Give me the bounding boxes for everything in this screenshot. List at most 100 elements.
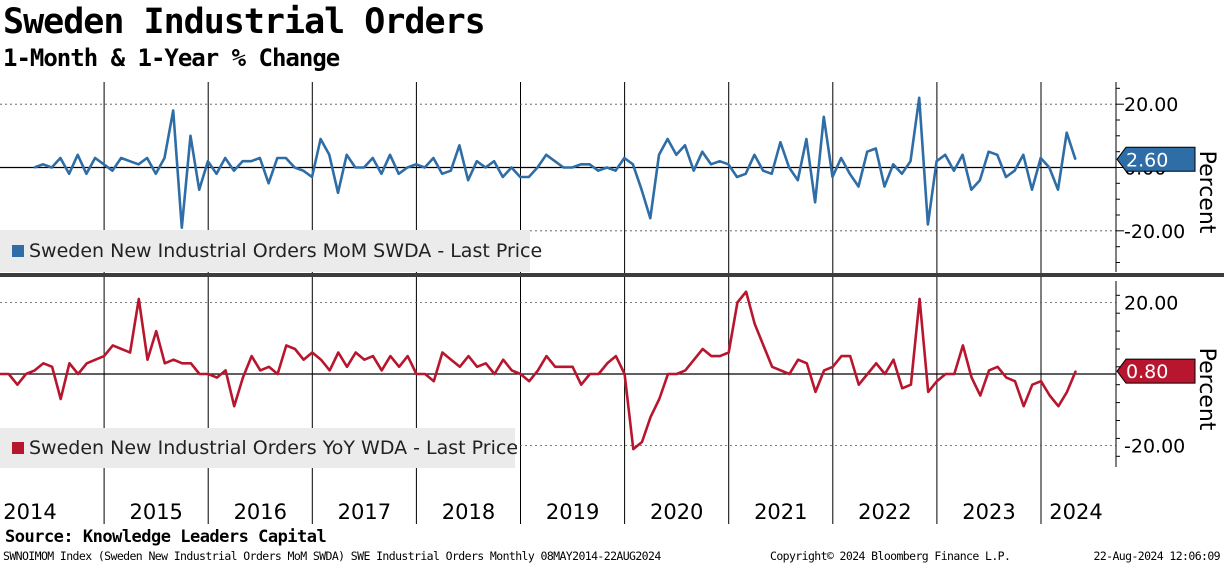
- data-point: [311, 351, 314, 354]
- data-point: [510, 166, 513, 169]
- data-point: [1039, 157, 1042, 159]
- data-point: [155, 173, 157, 175]
- data-point: [832, 366, 834, 368]
- data-point: [389, 154, 391, 156]
- data-point: [337, 351, 340, 354]
- data-point: [493, 373, 496, 375]
- x-tick-label-2015: 2015: [129, 500, 182, 524]
- data-point: [50, 166, 53, 169]
- data-point: [172, 109, 174, 112]
- data-point: [797, 179, 799, 181]
- data-point: [502, 358, 505, 361]
- data-point: [380, 369, 383, 372]
- data-point: [163, 157, 166, 159]
- data-point: [363, 166, 365, 169]
- data-point: [59, 157, 62, 159]
- data-point: [953, 373, 956, 375]
- legend-label: Sweden New Industrial Orders YoY WDA - L…: [29, 437, 518, 459]
- data-point: [658, 398, 661, 400]
- data-point: [42, 362, 45, 365]
- data-point: [875, 147, 877, 150]
- data-point: [823, 116, 825, 118]
- data-point: [797, 358, 799, 361]
- data-point: [77, 373, 79, 375]
- data-point: [744, 173, 747, 175]
- data-point: [172, 358, 175, 361]
- data-point: [1057, 188, 1059, 191]
- data-point: [467, 179, 469, 181]
- y-tick-label: 20.00: [1124, 293, 1178, 315]
- data-point: [458, 144, 461, 147]
- data-point: [857, 185, 860, 188]
- data-point: [190, 362, 192, 365]
- x-tick-label-2016: 2016: [234, 500, 287, 524]
- data-point: [684, 144, 686, 147]
- data-point: [319, 138, 322, 140]
- footer-timestamp: 22-Aug-2024 12:06:09: [1093, 549, 1221, 563]
- data-point: [267, 182, 270, 185]
- data-point: [1013, 169, 1016, 172]
- data-point: [623, 373, 626, 375]
- data-point: [892, 358, 895, 361]
- data-point: [129, 160, 131, 162]
- data-point: [927, 391, 929, 393]
- data-point: [1065, 131, 1068, 134]
- data-point: [233, 169, 235, 172]
- data-point: [718, 160, 721, 162]
- data-point: [1074, 158, 1077, 161]
- data-point: [519, 373, 522, 375]
- data-point: [996, 366, 999, 368]
- data-point: [727, 163, 730, 166]
- data-point: [771, 366, 773, 368]
- x-tick-label-2022: 2022: [858, 500, 911, 524]
- data-point: [988, 369, 990, 372]
- data-point: [719, 355, 721, 357]
- data-point: [780, 369, 782, 372]
- data-point: [987, 150, 990, 153]
- data-point: [354, 351, 357, 354]
- data-point: [423, 166, 426, 169]
- data-point: [389, 355, 392, 357]
- data-point: [554, 366, 556, 368]
- data-point: [901, 173, 903, 175]
- data-point: [831, 176, 834, 178]
- data-point: [528, 380, 530, 383]
- data-point: [910, 383, 912, 386]
- data-point: [502, 176, 504, 178]
- data-point: [68, 173, 70, 175]
- x-tick-label-2019: 2019: [546, 500, 599, 524]
- data-point: [285, 344, 288, 347]
- data-point: [346, 366, 348, 368]
- data-point: [762, 344, 765, 347]
- data-point: [1014, 380, 1016, 383]
- data-point: [545, 355, 548, 357]
- data-point: [580, 163, 582, 166]
- data-point: [675, 154, 678, 156]
- data-point: [684, 369, 687, 372]
- data-point: [241, 160, 244, 162]
- data-point: [276, 373, 279, 375]
- data-point: [7, 373, 10, 375]
- data-point: [962, 344, 964, 347]
- data-point: [615, 355, 617, 357]
- data-point: [259, 369, 262, 372]
- x-tick-label-2023: 2023: [962, 500, 1015, 524]
- data-point: [563, 366, 565, 368]
- data-point: [0, 373, 1, 375]
- data-point: [571, 166, 573, 169]
- data-point: [164, 362, 166, 365]
- data-point: [961, 154, 964, 156]
- x-tick-label-2020: 2020: [650, 500, 703, 524]
- data-point: [866, 373, 869, 375]
- data-point: [814, 391, 817, 393]
- data-point: [242, 376, 244, 379]
- data-point: [33, 166, 36, 169]
- y-tick-label: -20.00: [1124, 436, 1185, 458]
- data-point: [849, 173, 851, 175]
- data-point: [727, 351, 730, 354]
- data-point: [138, 298, 140, 300]
- data-point: [250, 160, 252, 162]
- data-point: [970, 376, 973, 379]
